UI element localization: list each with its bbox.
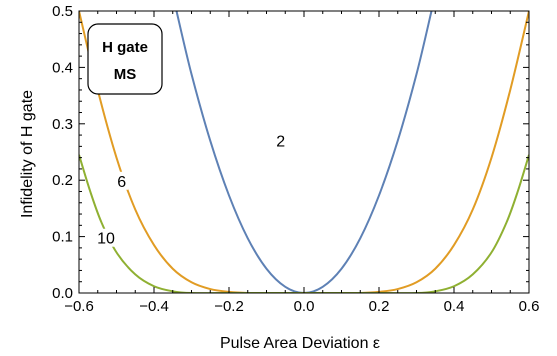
curve-label-bg-10 — [95, 228, 117, 247]
y-tick-label: 0.3 — [52, 116, 73, 133]
curve-label-10: 10 — [97, 231, 115, 248]
x-tick-label: −0.6 — [64, 298, 94, 315]
x-tick-label: 0.4 — [444, 298, 465, 315]
x-tick-label: −0.2 — [214, 298, 244, 315]
curve-label-2: 2 — [276, 134, 285, 151]
y-tick-label: 0.0 — [52, 285, 73, 302]
y-tick-label: 0.4 — [52, 59, 73, 76]
ticks: −0.6 −0.4 −0.2 0.0 0.2 0.4 0.6 0.0 0.1 0.2 0.3 0.4 0… — [52, 3, 539, 315]
x-axis-label: Pulse Area Deviation ε — [220, 335, 380, 352]
x-tick-label: 0.2 — [369, 298, 390, 315]
legend: H gate MS — [87, 23, 163, 95]
x-tick-label: −0.4 — [139, 298, 169, 315]
y-axis-label: Infidelity of H gate — [19, 90, 36, 218]
curve-labels: 2 6 10 — [95, 131, 288, 248]
series-line-10 — [79, 154, 529, 293]
y-tick-label: 0.5 — [52, 3, 73, 20]
y-tick-label: 0.1 — [52, 229, 73, 246]
series-line-2 — [175, 11, 433, 293]
x-tick-label: 0.6 — [519, 298, 540, 315]
x-tick-label: 0.0 — [294, 298, 315, 315]
curve-label-6: 6 — [117, 174, 126, 191]
curve-label-bg-6 — [115, 171, 129, 190]
legend-line-1: H gate — [102, 39, 148, 56]
curves — [79, 11, 529, 293]
legend-box — [87, 23, 163, 95]
series-line-6 — [79, 11, 529, 293]
curve-label-bg-2 — [274, 131, 288, 150]
legend-line-2: MS — [114, 66, 137, 83]
y-tick-label: 0.2 — [52, 172, 73, 189]
